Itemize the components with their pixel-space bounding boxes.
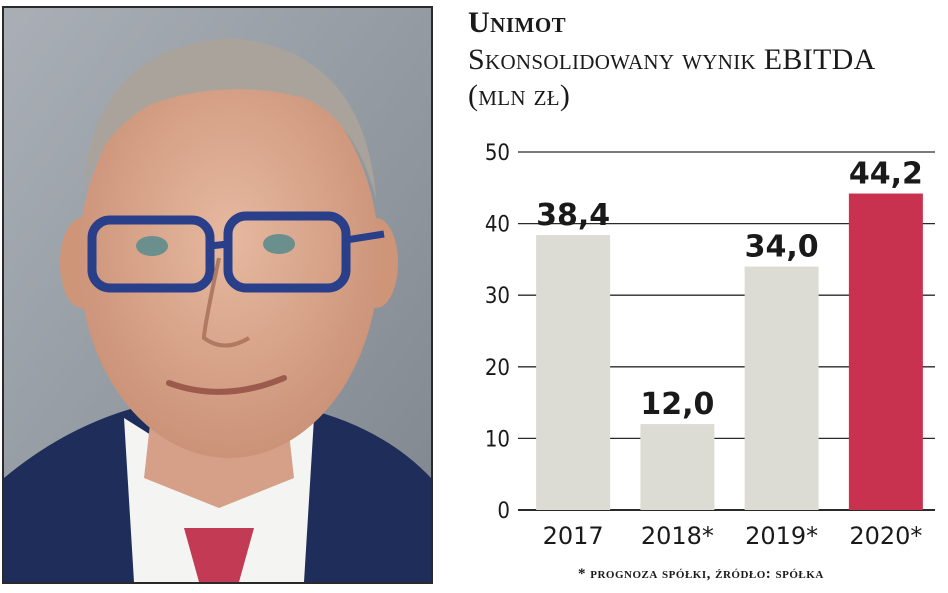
- y-tick-label: 30: [485, 284, 510, 309]
- data-label: 44,2: [849, 157, 923, 192]
- data-label: 34,0: [745, 230, 819, 265]
- x-tick-label: 2019*: [745, 522, 818, 550]
- data-label: 12,0: [640, 387, 714, 422]
- bar: [744, 266, 819, 510]
- x-tick-label: 2018*: [641, 522, 714, 550]
- y-tick-label: 40: [485, 213, 510, 238]
- bar: [640, 424, 715, 510]
- y-tick-label: 10: [485, 427, 510, 452]
- y-tick-label: 50: [485, 141, 510, 166]
- x-tick-label: 2017: [543, 522, 604, 550]
- chart-footnote: * prognoza spółki, źródło: spółka: [578, 566, 824, 582]
- data-label: 38,4: [536, 198, 610, 233]
- portrait-photo: [2, 6, 433, 584]
- chart-title: Unimot: [468, 6, 567, 39]
- bar: [848, 193, 923, 510]
- x-tick-label: 2020*: [849, 522, 922, 550]
- y-tick-label: 0: [497, 499, 510, 524]
- bar: [536, 235, 611, 510]
- chart-subtitle: Skonsolidowany wynik EBITDA (mln zł): [468, 43, 874, 112]
- y-tick-label: 20: [485, 356, 510, 381]
